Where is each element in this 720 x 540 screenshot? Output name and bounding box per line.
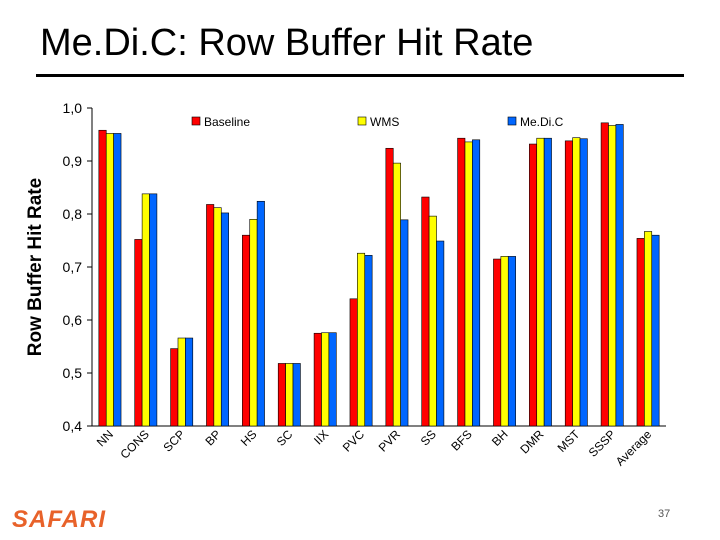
x-tick-label: BH xyxy=(489,427,511,449)
y-tick-label: 0,4 xyxy=(63,418,83,434)
y-axis-title: Row Buffer Hit Rate xyxy=(25,178,46,356)
bar-iix-medic xyxy=(328,332,337,427)
bar-bfs-wms xyxy=(464,141,473,427)
x-tick-label: IIX xyxy=(311,427,331,447)
bar-sssp-medic xyxy=(615,124,624,427)
bar-cons-medic xyxy=(149,193,158,427)
bar-iix-wms xyxy=(321,332,330,427)
x-tick-label: SSSP xyxy=(586,427,619,460)
bar-pvr-medic xyxy=(400,219,409,427)
bar-bp-wms xyxy=(213,207,222,427)
x-tick-label: BP xyxy=(202,427,223,448)
safari-logo: SAFARI xyxy=(12,506,107,533)
bar-chart: 0,4 0,5 0,6 0,7 0,8 0,9 1,0 Row Buffer Hit Rate… xyxy=(25,100,666,469)
legend-swatch-baseline xyxy=(191,116,201,126)
bar-average-baseline xyxy=(636,238,645,427)
slide-title: Me.Di.C: Row Buffer Hit Rate xyxy=(40,22,534,64)
x-tick-label: DMR xyxy=(517,427,546,456)
bar-average-wms xyxy=(644,231,653,427)
title-divider xyxy=(36,74,684,77)
bar-sc-baseline xyxy=(277,363,286,427)
x-tick-label: SC xyxy=(274,427,296,449)
bar-nn-wms xyxy=(105,133,114,427)
bar-cons-wms xyxy=(141,193,150,427)
bar-pvc-medic xyxy=(364,255,373,427)
y-tick-label: 0,5 xyxy=(63,365,83,381)
x-tick-label: CONS xyxy=(118,427,152,461)
legend-label: Baseline xyxy=(204,115,250,129)
x-tick-label: Average xyxy=(613,427,655,469)
bar-hs-baseline xyxy=(242,234,251,427)
bar-pvr-baseline xyxy=(385,147,394,427)
bar-nn-baseline xyxy=(98,129,107,427)
bar-dmr-medic xyxy=(543,137,552,427)
bar-bfs-medic xyxy=(472,139,481,427)
bar-scp-baseline xyxy=(170,348,179,427)
bar-pvc-wms xyxy=(357,252,366,427)
y-tick-label: 0,8 xyxy=(63,206,83,222)
bar-scp-wms xyxy=(177,337,186,427)
bar-dmr-baseline xyxy=(529,143,538,427)
bar-nn-medic xyxy=(113,133,122,427)
x-tick-label: HS xyxy=(238,427,260,449)
x-tick-label: PVC xyxy=(340,427,368,455)
y-tick-label: 1,0 xyxy=(63,100,83,116)
bar-mst-medic xyxy=(579,138,588,427)
bar-mst-baseline xyxy=(564,140,573,427)
bar-iix-baseline xyxy=(313,332,322,427)
bar-sc-medic xyxy=(292,363,301,427)
bar-pvr-wms xyxy=(392,162,401,427)
bar-dmr-wms xyxy=(536,137,545,427)
bar-cons-baseline xyxy=(134,239,143,427)
bar-sssp-wms xyxy=(608,125,617,427)
x-tick-label: MST xyxy=(555,427,583,455)
x-tick-label: SS xyxy=(418,427,439,448)
bar-bh-medic xyxy=(507,256,516,427)
bar-average-medic xyxy=(651,234,660,427)
bar-ss-baseline xyxy=(421,196,430,427)
bar-bp-medic xyxy=(220,212,229,427)
bar-mst-wms xyxy=(572,137,581,427)
bar-pvc-baseline xyxy=(349,298,358,427)
bar-ss-medic xyxy=(436,240,445,427)
legend-label: WMS xyxy=(370,115,399,129)
bar-bh-wms xyxy=(500,256,509,427)
y-tick-label: 0,7 xyxy=(63,259,83,275)
x-tick-label: PVR xyxy=(376,427,404,455)
bar-bfs-baseline xyxy=(457,137,466,427)
bar-scp-medic xyxy=(185,337,194,427)
bar-hs-wms xyxy=(249,219,258,427)
page-number: 37 xyxy=(658,508,671,520)
bar-sssp-baseline xyxy=(600,122,609,427)
bar-hs-medic xyxy=(256,200,265,427)
legend-label: Me.Di.C xyxy=(520,115,564,129)
x-tick-label: SCP xyxy=(160,427,187,454)
y-tick-label: 0,9 xyxy=(63,153,83,169)
legend-swatch-medic xyxy=(507,116,517,126)
bar-sc-wms xyxy=(285,363,294,427)
y-tick-label: 0,6 xyxy=(63,312,83,328)
x-tick-label: NN xyxy=(94,427,116,449)
bar-bp-baseline xyxy=(206,204,215,427)
legend-swatch-wms xyxy=(357,116,367,126)
bar-bh-baseline xyxy=(493,258,502,427)
bar-ss-wms xyxy=(428,215,437,427)
x-tick-label: BFS xyxy=(448,427,474,453)
